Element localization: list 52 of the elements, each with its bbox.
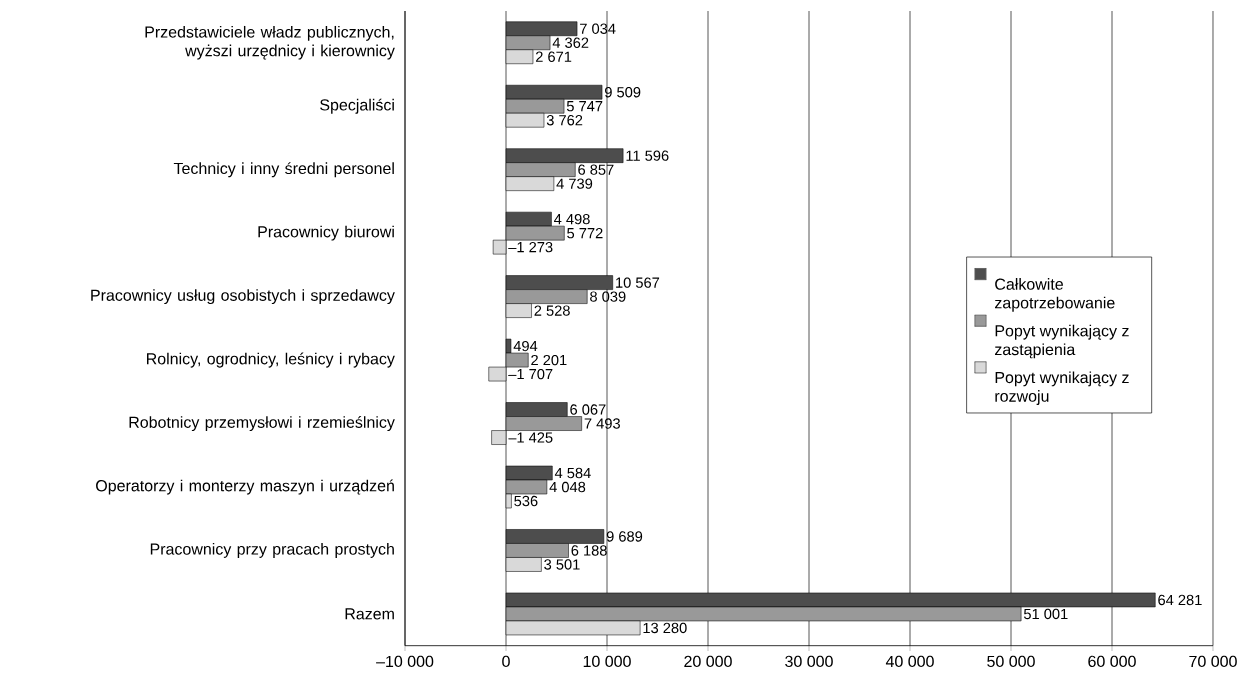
- data-label: 494: [513, 340, 538, 352]
- legend-label: Popyt wynikający z zastąpienia: [995, 324, 1129, 359]
- y-tick-label: Pracownicy usług osobistych i sprzedawcy: [91, 289, 395, 305]
- x-tick-label: 10 000: [583, 655, 631, 668]
- y-tick-label: Pracownicy przy pracach prostych: [150, 543, 394, 558]
- data-label: –1 707: [508, 368, 553, 380]
- legend-label: Całkowite zapotrzebowanie: [995, 278, 1115, 312]
- data-label: 536: [514, 495, 538, 507]
- y-tick-label: Technicy i inny średni personel: [173, 162, 394, 178]
- x-tick-label: 40 000: [885, 655, 934, 668]
- data-label: –1 273: [508, 241, 553, 253]
- data-label: 11 596: [626, 150, 669, 161]
- data-label: 3 762: [546, 115, 583, 126]
- data-label: –1 425: [508, 432, 553, 443]
- data-label: 9 689: [606, 531, 643, 542]
- data-label: 5 772: [567, 227, 603, 239]
- y-tick-label: Razem: [345, 608, 394, 620]
- data-label: 6 857: [578, 164, 614, 175]
- y-tick-label: Pracownicy biurowi: [258, 225, 394, 241]
- y-tick-label: Robotnicy przemysłowi i rzemieślnicy: [129, 416, 395, 432]
- data-label: 9 509: [605, 87, 641, 98]
- data-label: 8 039: [590, 291, 626, 302]
- data-label: 2 201: [531, 354, 567, 366]
- legend-label: Popyt wynikający z rozwoju: [995, 371, 1129, 405]
- data-label: 64 281: [1158, 594, 1202, 606]
- data-label: 6 067: [570, 404, 606, 415]
- data-label: 3 501: [544, 559, 580, 570]
- data-label: 2 528: [534, 305, 570, 316]
- y-tick-label: Przedstawiciele władz publicznych, wyższi urzędnicy i kierownicy: [145, 25, 395, 60]
- x-tick-label: 50 000: [987, 655, 1035, 668]
- data-label: 4 739: [556, 178, 593, 189]
- y-tick-label: Operatorzy i monterzy maszyn i urządzeń: [96, 479, 394, 495]
- x-tick-label: 60 000: [1088, 655, 1136, 668]
- x-tick-label: 0: [502, 655, 510, 668]
- data-label: 4 362: [552, 37, 589, 48]
- data-label: 13 280: [643, 622, 687, 634]
- x-tick-label: 70 000: [1189, 655, 1237, 668]
- data-label: 5 747: [566, 101, 603, 112]
- y-tick-label: Rolnicy, ogrodnicy, leśnicy i rybacy: [147, 352, 395, 368]
- data-label: 4 498: [554, 213, 590, 225]
- data-label: 7 034: [580, 23, 616, 34]
- data-label: 10 567: [616, 277, 660, 288]
- y-tick-label: Specjaliści: [320, 98, 394, 114]
- data-label: 51 001: [1023, 608, 1068, 620]
- data-label: 4 048: [549, 481, 586, 493]
- data-label: 4 584: [554, 467, 591, 479]
- x-tick-label: 30 000: [785, 655, 833, 668]
- data-label: 6 188: [571, 545, 607, 556]
- x-tick-label: 20 000: [684, 655, 732, 668]
- data-label: 2 671: [535, 51, 572, 62]
- x-tick-label: –10 000: [376, 655, 434, 668]
- data-label: 7 493: [584, 418, 620, 429]
